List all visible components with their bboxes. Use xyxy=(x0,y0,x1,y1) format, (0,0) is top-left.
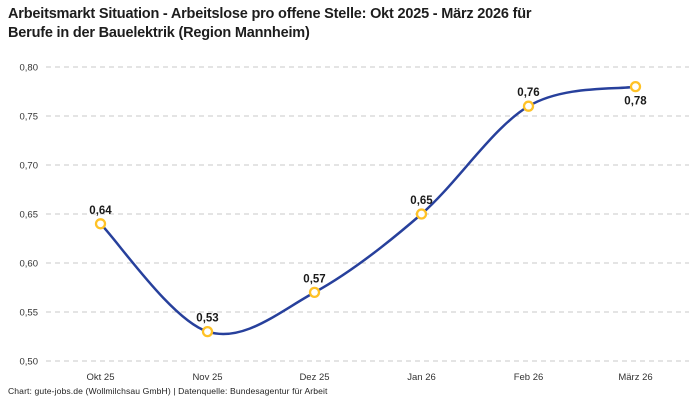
data-point-label: 0,53 xyxy=(196,313,218,325)
y-tick-label: 0,75 xyxy=(20,111,39,122)
trend-line xyxy=(99,85,637,336)
x-tick-label: Jan 26 xyxy=(407,372,436,383)
y-tick-label: 0,50 xyxy=(20,356,39,367)
chart-title: Arbeitsmarkt Situation - Arbeitslose pro… xyxy=(8,5,694,43)
x-tick-label: Nov 25 xyxy=(192,372,222,383)
data-point-marker xyxy=(308,286,321,299)
x-tick-label: Feb 26 xyxy=(514,372,544,383)
y-tick-label: 0,55 xyxy=(20,307,39,318)
chart-credit: Chart: gute-jobs.de (Wollmilchsau GmbH) … xyxy=(8,386,328,396)
data-point-marker xyxy=(94,218,107,230)
y-tick-label: 0,65 xyxy=(20,209,39,220)
data-point-label: 0,65 xyxy=(410,195,433,207)
data-point-marker xyxy=(415,208,428,220)
x-tick-label: Dez 25 xyxy=(299,372,329,383)
y-tick-label: 0,60 xyxy=(20,258,39,269)
x-tick-label: März 26 xyxy=(618,372,652,383)
data-point-marker xyxy=(522,100,535,112)
data-point-marker xyxy=(629,80,642,93)
data-point-label: 0,78 xyxy=(624,96,647,108)
chart-title-line1: Arbeitsmarkt Situation - Arbeitslose pro… xyxy=(8,6,532,22)
y-tick-label: 0,70 xyxy=(20,160,39,171)
data-point-marker xyxy=(201,325,214,338)
y-tick-label: 0,80 xyxy=(20,62,39,73)
data-point-label: 0,57 xyxy=(303,273,325,285)
chart-title-line2: Berufe in der Bauelektrik (Region Mannhe… xyxy=(8,25,310,41)
data-point-label: 0,76 xyxy=(517,87,539,99)
data-point-label: 0,64 xyxy=(89,205,112,217)
x-tick-label: Okt 25 xyxy=(87,372,115,383)
